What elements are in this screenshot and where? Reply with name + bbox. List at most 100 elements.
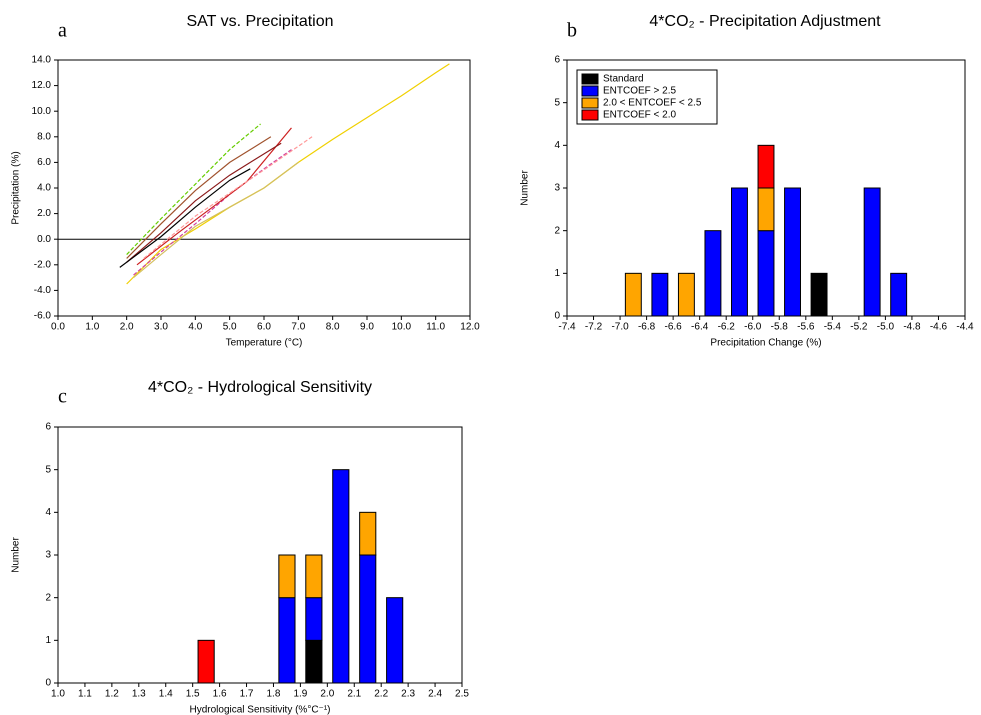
bar: [359, 554, 377, 684]
y-tick-label: 5: [45, 464, 51, 475]
legend-box: [576, 69, 718, 125]
series-line: [143, 136, 313, 259]
bar: [624, 272, 642, 317]
legend-label: ENTCOEF < 2.0: [603, 110, 677, 121]
series-line: [126, 123, 261, 255]
bar: [677, 272, 695, 317]
y-tick-label: 0: [45, 678, 51, 689]
x-tick-label: 9.0: [360, 322, 374, 333]
y-tick-label: 5: [554, 97, 560, 108]
y-tick-label: -2.0: [34, 259, 52, 270]
y-tick-label: 2.0: [37, 208, 51, 219]
x-tick-label: 2.0: [320, 689, 334, 700]
y-tick-label: 1: [554, 268, 560, 279]
y-tick-label: 2: [554, 225, 560, 236]
y-axis-label: Precipitation (%): [11, 151, 22, 224]
x-tick-label: -6.8: [638, 322, 656, 333]
x-tick-label: -7.2: [585, 322, 603, 333]
x-tick-label: -6.6: [665, 322, 683, 333]
y-tick-label: 12.0: [32, 80, 52, 91]
x-tick-label: -5.0: [877, 322, 895, 333]
bar: [651, 272, 669, 317]
x-tick-label: -6.2: [718, 322, 736, 333]
bar: [359, 511, 377, 556]
x-tick-label: 2.2: [374, 689, 388, 700]
bar: [278, 554, 296, 599]
y-tick-label: 0.0: [37, 234, 51, 245]
series-line: [133, 149, 292, 276]
legend-label: ENTCOEF > 2.5: [603, 86, 677, 97]
legend-swatch: [581, 109, 599, 121]
bar: [810, 272, 828, 317]
series-line: [133, 161, 299, 279]
x-tick-label: -5.8: [771, 322, 789, 333]
x-tick-label: 1.6: [213, 689, 227, 700]
x-tick-label: 1.7: [240, 689, 254, 700]
legend-swatch: [581, 85, 599, 97]
bar: [197, 639, 215, 684]
bar: [731, 187, 748, 317]
panel-label: a: [58, 20, 67, 42]
bar: [757, 187, 775, 232]
y-tick-label: 8.0: [37, 131, 51, 142]
bar: [757, 230, 775, 317]
y-tick-label: 4.0: [37, 183, 51, 194]
bar: [305, 597, 323, 641]
bar: [784, 187, 801, 317]
y-tick-label: 14.0: [32, 55, 52, 66]
x-tick-label: 1.2: [105, 689, 119, 700]
x-tick-label: 6.0: [257, 322, 271, 333]
bar: [305, 639, 323, 684]
y-tick-label: 4: [554, 140, 560, 151]
bar: [332, 469, 350, 684]
x-axis-label: Precipitation Change (%): [710, 338, 821, 349]
x-tick-label: 2.1: [347, 689, 361, 700]
bar: [704, 230, 722, 317]
x-tick-label: 1.0: [85, 322, 99, 333]
x-tick-label: 2.0: [120, 322, 134, 333]
x-tick-label: -4.6: [930, 322, 948, 333]
x-tick-label: 11.0: [426, 322, 445, 333]
y-tick-label: 0: [554, 311, 560, 322]
x-tick-label: 0.0: [51, 322, 65, 333]
bar: [386, 597, 404, 684]
series-line: [126, 63, 450, 285]
x-tick-label: 1.1: [78, 689, 92, 700]
bar: [278, 597, 296, 684]
series-line: [126, 142, 282, 263]
y-tick-label: 2: [45, 592, 51, 603]
y-tick-label: 10.0: [32, 106, 52, 117]
y-tick-label: 3: [45, 550, 51, 561]
x-tick-label: -4.4: [956, 322, 974, 333]
bar: [863, 187, 881, 317]
x-tick-label: -5.2: [850, 322, 868, 333]
y-tick-label: 3: [554, 183, 560, 194]
x-tick-label: 2.3: [401, 689, 415, 700]
x-tick-label: -6.0: [744, 322, 762, 333]
chart-title: 4*CO₂ - Hydrological Sensitivity: [148, 379, 372, 396]
panel-label: c: [58, 386, 67, 408]
y-axis-label: Number: [520, 170, 531, 206]
x-tick-label: 1.8: [267, 689, 281, 700]
bar: [757, 144, 775, 189]
x-tick-label: -4.8: [903, 322, 921, 333]
legend-swatch: [581, 97, 599, 109]
x-tick-label: -5.4: [824, 322, 842, 333]
legend-label: Standard: [603, 74, 644, 85]
x-tick-label: 1.4: [159, 689, 173, 700]
panel-label: b: [567, 20, 577, 42]
y-tick-label: -6.0: [34, 311, 52, 322]
x-tick-label: 1.0: [51, 689, 65, 700]
x-tick-label: 1.9: [293, 689, 307, 700]
x-tick-label: 12.0: [460, 322, 480, 333]
bar: [890, 272, 908, 317]
x-tick-label: 5.0: [223, 322, 237, 333]
x-axis-label: Hydrological Sensitivity (%°C⁻¹): [190, 705, 331, 715]
x-tick-label: 1.5: [186, 689, 200, 700]
series-line: [119, 168, 251, 268]
x-tick-label: 2.4: [428, 689, 442, 700]
x-tick-label: -6.4: [691, 322, 709, 333]
legend-label: 2.0 < ENTCOEF < 2.5: [603, 98, 702, 109]
x-tick-label: -5.6: [797, 322, 815, 333]
